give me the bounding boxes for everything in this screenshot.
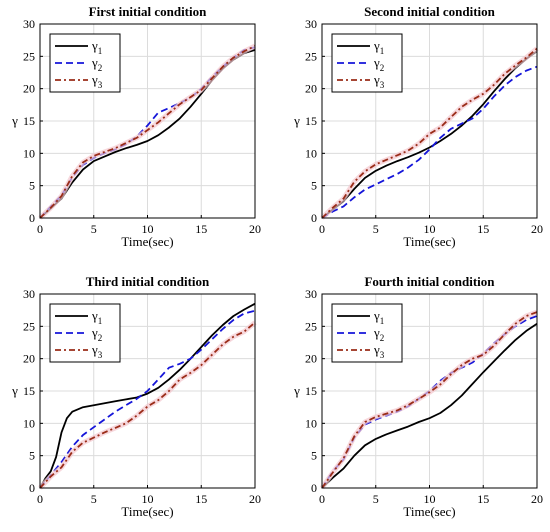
- y-tick-label: 25: [305, 319, 317, 333]
- legend-label: γ2: [373, 55, 384, 73]
- x-tick-label: 0: [319, 222, 325, 236]
- series-1-line: [321, 322, 538, 489]
- legend-label: γ3: [373, 72, 385, 90]
- y-axis-label: γ: [293, 383, 300, 398]
- y-tick-label: 15: [23, 384, 35, 398]
- legend-label: γ1: [91, 308, 102, 326]
- legend-box: [49, 33, 121, 93]
- y-tick-label: 5: [311, 179, 317, 193]
- y-tick-label: 5: [29, 179, 35, 193]
- x-tick-label: 0: [37, 222, 43, 236]
- legend-label: γ1: [373, 38, 384, 56]
- y-tick-label: 30: [23, 287, 35, 301]
- y-axis-label: γ: [293, 113, 300, 128]
- x-tick-label: 0: [37, 492, 43, 506]
- subplot-title: Second initial condition: [364, 4, 496, 19]
- legend-label: γ3: [91, 72, 103, 90]
- y-tick-label: 10: [305, 146, 317, 160]
- axes-frame: [321, 23, 538, 219]
- axes-frame: [321, 293, 538, 489]
- x-tick-label: 20: [249, 492, 261, 506]
- x-tick-label: 15: [195, 222, 207, 236]
- x-tick-label: 0: [319, 492, 325, 506]
- x-tick-label: 10: [142, 492, 154, 506]
- x-tick-label: 5: [91, 222, 97, 236]
- series-2-line: [321, 65, 538, 219]
- x-tick-label: 10: [142, 222, 154, 236]
- x-axis-label: Time(sec): [121, 234, 173, 249]
- legend-label: γ2: [91, 325, 102, 343]
- y-tick-label: 25: [305, 49, 317, 63]
- x-tick-label: 5: [373, 492, 379, 506]
- x-tick-label: 20: [531, 222, 543, 236]
- x-axis-label: Time(sec): [403, 234, 455, 249]
- x-tick-label: 10: [424, 222, 436, 236]
- legend-label: γ2: [91, 55, 102, 73]
- x-tick-label: 20: [531, 492, 543, 506]
- legend-label: γ2: [373, 325, 384, 343]
- subplot-title: First initial condition: [89, 4, 208, 19]
- y-tick-label: 0: [29, 481, 35, 495]
- y-tick-label: 25: [23, 49, 35, 63]
- y-tick-label: 20: [23, 82, 35, 96]
- x-tick-label: 15: [195, 492, 207, 506]
- x-tick-label: 5: [373, 222, 379, 236]
- series-1-line: [321, 50, 538, 219]
- x-tick-label: 15: [477, 222, 489, 236]
- y-tick-label: 20: [305, 82, 317, 96]
- y-tick-label: 0: [311, 481, 317, 495]
- x-tick-label: 5: [91, 492, 97, 506]
- y-tick-label: 15: [23, 114, 35, 128]
- y-tick-label: 20: [23, 352, 35, 366]
- y-tick-label: 5: [29, 449, 35, 463]
- y-tick-label: 30: [23, 17, 35, 31]
- y-tick-label: 5: [311, 449, 317, 463]
- legend-label: γ3: [91, 342, 103, 360]
- axes-frame: [39, 23, 256, 219]
- subplot-3: 0 5 10 15 20 0 5 10 15 20 25 30 Third initial condit…: [11, 274, 261, 519]
- series-3-halo: [38, 320, 257, 490]
- subplot-title: Fourth initial condition: [364, 274, 495, 289]
- y-axis-label: γ: [11, 113, 18, 128]
- series-2-line: [39, 309, 256, 489]
- y-tick-label: 10: [305, 416, 317, 430]
- x-axis-label: Time(sec): [121, 504, 173, 519]
- subplot-4: 0 5 10 15 20 0 5 10 15 20 25 30 Fourth initial condi…: [293, 274, 543, 519]
- y-tick-label: 20: [305, 352, 317, 366]
- axes-frame: [39, 293, 256, 489]
- subplot-1: 0 5 10 15 20 0 5 10 15 20 25 30 First initial condit…: [11, 4, 261, 249]
- x-tick-label: 10: [424, 492, 436, 506]
- x-axis-label: Time(sec): [403, 504, 455, 519]
- series-3-line: [321, 311, 538, 489]
- series-3-halo: [320, 46, 539, 220]
- y-tick-label: 25: [23, 319, 35, 333]
- legend-label: γ1: [373, 308, 384, 326]
- x-tick-label: 20: [249, 222, 261, 236]
- y-tick-label: 15: [305, 114, 317, 128]
- legend-label: γ1: [91, 38, 102, 56]
- y-axis-label: γ: [11, 383, 18, 398]
- y-tick-label: 30: [305, 287, 317, 301]
- subplot-2: 0 5 10 15 20 0 5 10 15 20 25 30 Second initial condi…: [293, 4, 543, 249]
- y-tick-label: 0: [311, 211, 317, 225]
- y-tick-label: 0: [29, 211, 35, 225]
- subplot-title: Third initial condition: [86, 274, 210, 289]
- series-1-line: [39, 302, 256, 489]
- y-tick-label: 10: [23, 146, 35, 160]
- series-3-line: [39, 45, 256, 219]
- legend-label: γ3: [373, 342, 385, 360]
- y-tick-label: 10: [23, 416, 35, 430]
- y-tick-label: 30: [305, 17, 317, 31]
- x-tick-label: 15: [477, 492, 489, 506]
- y-tick-label: 15: [305, 384, 317, 398]
